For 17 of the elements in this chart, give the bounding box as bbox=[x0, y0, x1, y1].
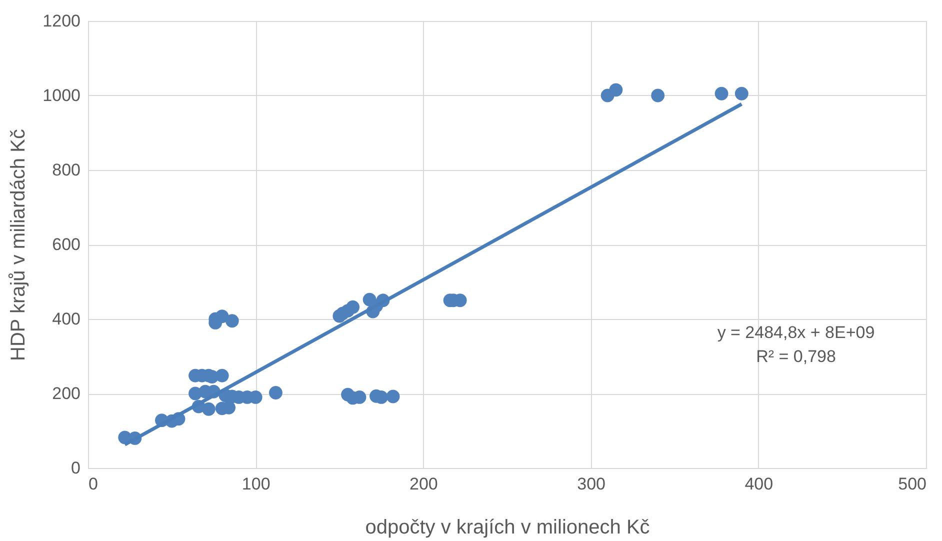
x-tick-label: 100 bbox=[242, 474, 270, 494]
x-tick-label: 300 bbox=[577, 474, 606, 494]
y-tick-label: 800 bbox=[52, 160, 80, 180]
x-tick-label: 400 bbox=[744, 474, 774, 494]
annotation: y = 2484,8x + 8E+09 bbox=[717, 323, 875, 342]
y-tick-label: 600 bbox=[52, 235, 80, 254]
x-tick-label: 0 bbox=[88, 474, 98, 494]
y-tick-label: 1200 bbox=[42, 12, 80, 30]
y-tick-label: 400 bbox=[52, 310, 80, 328]
y-tick-label: 1000 bbox=[42, 86, 80, 105]
y-axis-title: HDP krajů v miliardách Kč bbox=[8, 129, 30, 361]
annotation: R² = 0,798 bbox=[756, 347, 836, 366]
y-tick-label: 200 bbox=[52, 384, 80, 403]
x-tick-label: 200 bbox=[410, 474, 438, 494]
x-tick-label: 500 bbox=[898, 474, 926, 494]
x-axis-title: odpočty v krajích v milionech Kč bbox=[365, 516, 650, 538]
y-tick-label: 0 bbox=[71, 458, 80, 478]
